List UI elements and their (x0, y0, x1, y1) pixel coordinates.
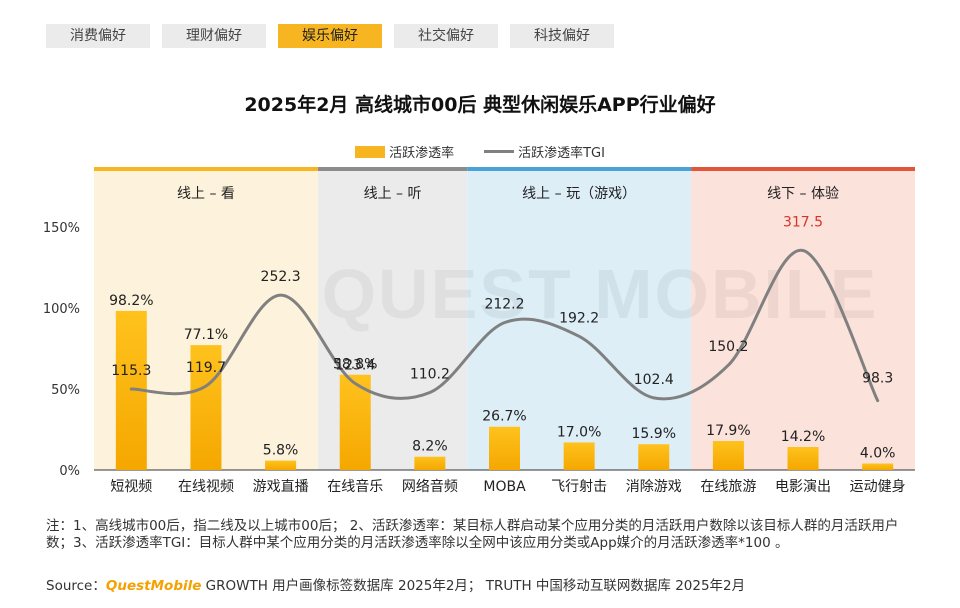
tgi-value-label: 192.2 (559, 310, 599, 326)
x-tick-label: 游戏直播 (253, 478, 309, 495)
legend-bar-label: 活跃渗透率 (389, 146, 455, 161)
bar-7 (638, 444, 670, 470)
bar-value-label: 4.0% (860, 446, 896, 462)
tgi-value-label: 98.3 (862, 371, 893, 387)
group-label-0: 线上 – 看 (177, 186, 235, 202)
x-tick-label: MOBA (483, 479, 526, 495)
source-brand: QuestMobile (105, 578, 202, 594)
bar-value-label: 77.1% (184, 327, 228, 343)
group-label-2: 线上 – 玩（游戏） (522, 186, 636, 202)
bar-value-label: 26.7% (482, 409, 526, 425)
tab-consumption[interactable]: 消费偏好 (46, 24, 150, 48)
tgi-value-label: 252.3 (261, 269, 301, 285)
y-tick-label: 150% (43, 221, 80, 236)
tgi-value-label: 123.4 (335, 357, 375, 373)
bar-line-chart: 线上 – 看 线上 – 听 线上 – 玩（游戏） 线下 – 体验 QUEST MOBIL… (43, 167, 915, 495)
bar-6 (563, 442, 595, 470)
group-top-strip-0 (94, 167, 318, 171)
chart-title: 2025年2月 高线城市00后 典型休闲娱乐APP行业偏好 (244, 94, 716, 116)
bar-value-label: 58.8% (333, 357, 377, 373)
group-top-strip-2 (467, 167, 692, 171)
bar-value-label: 15.9% (632, 426, 676, 442)
tgi-value-label: 102.4 (634, 372, 674, 388)
source-text: GROWTH 用户画像标签数据库 2025年2月； TRUTH 中国移动互联网数… (201, 578, 746, 594)
y-tick-label: 50% (51, 383, 80, 398)
bar-value-label: 17.0% (557, 424, 601, 440)
tab-social[interactable]: 社交偏好 (394, 24, 498, 48)
watermark-text: QUEST MOBILE (322, 255, 879, 333)
x-tick-label: 在线音乐 (327, 478, 383, 495)
x-tick-label: 消除游戏 (626, 479, 682, 495)
tab-entertainment[interactable]: 娱乐偏好 (278, 24, 382, 48)
group-band-2 (467, 167, 692, 470)
tgi-value-label: 119.7 (186, 360, 226, 376)
x-tick-label: 电影演出 (775, 479, 831, 495)
x-tick-label: 飞行射击 (551, 479, 607, 495)
category-tabs: 消费偏好 理财偏好 娱乐偏好 社交偏好 科技偏好 (46, 24, 626, 48)
x-tick-label: 运动健身 (850, 479, 906, 495)
x-tick-label: 在线旅游 (700, 479, 756, 495)
tgi-value-label: 317.5 (783, 215, 823, 231)
group-label-1: 线上 – 听 (364, 186, 422, 202)
tgi-value-label: 110.2 (410, 367, 450, 383)
x-tick-label: 网络音频 (402, 478, 458, 495)
bar-value-label: 5.8% (263, 443, 299, 459)
tab-tech[interactable]: 科技偏好 (510, 24, 614, 48)
legend-bar-swatch (355, 145, 386, 158)
bar-4 (414, 456, 446, 470)
bar-10 (862, 463, 894, 470)
bar-2 (265, 460, 297, 470)
tgi-value-label: 150.2 (708, 339, 748, 355)
bar-value-label: 14.2% (781, 429, 825, 445)
x-tick-label: 短视频 (110, 479, 152, 495)
bar-value-label: 98.2% (109, 293, 153, 309)
legend-line-swatch (484, 150, 515, 153)
group-label-3: 线下 – 体验 (767, 186, 839, 202)
y-tick-label: 0% (59, 464, 80, 479)
tab-finance[interactable]: 理财偏好 (162, 24, 266, 48)
footnotes: 注：1、高线城市00后，指二线及以上城市00后； 2、活跃渗透率：某目标人群启动… (46, 518, 899, 551)
bar-5 (489, 426, 520, 470)
source-prefix: Source： (46, 578, 106, 594)
y-tick-label: 100% (43, 302, 80, 317)
tgi-value-label: 115.3 (111, 363, 151, 379)
group-top-strip-1 (317, 167, 468, 171)
x-tick-label: 在线视频 (178, 479, 234, 495)
bar-8 (712, 441, 744, 470)
tgi-value-label: 212.2 (484, 297, 524, 313)
chart-legend: 活跃渗透率 活跃渗透率TGI (0, 142, 960, 161)
bar-value-label: 8.2% (412, 439, 448, 455)
bar-1 (190, 345, 222, 470)
group-top-strip-3 (691, 167, 915, 171)
bar-9 (787, 446, 819, 470)
tgi-line (129, 248, 880, 403)
legend-line-label: 活跃渗透率TGI (518, 146, 605, 161)
bar-value-label: 17.9% (706, 423, 750, 439)
source-line: Source：QuestMobile GROWTH 用户画像标签数据库 2025… (46, 574, 745, 594)
group-band-3 (691, 167, 915, 470)
